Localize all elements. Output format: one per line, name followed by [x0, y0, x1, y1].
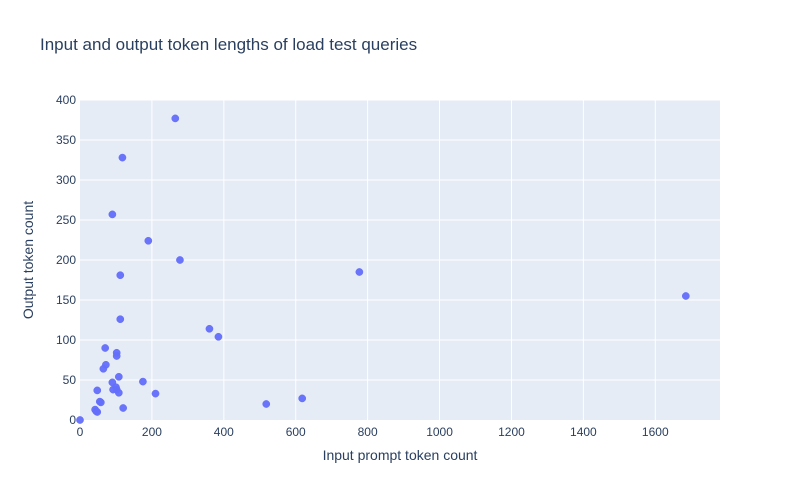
- data-point: [108, 210, 117, 219]
- x-tick-label: 1600: [642, 425, 669, 439]
- data-point: [139, 377, 147, 386]
- data-point: [119, 404, 127, 412]
- data-point: [262, 400, 271, 408]
- data-point: [118, 153, 127, 162]
- data-markers: [76, 114, 690, 424]
- data-point: [97, 398, 105, 407]
- data-point: [214, 332, 223, 341]
- y-tick-label: 350: [56, 133, 76, 147]
- data-point: [151, 389, 160, 398]
- data-point: [114, 372, 123, 381]
- x-tick-label: 0: [77, 425, 84, 439]
- y-tick-label: 150: [56, 293, 76, 307]
- y-gridlines: [80, 99, 720, 381]
- y-tick-label: 200: [56, 253, 76, 267]
- y-tick-label: 300: [56, 173, 76, 187]
- x-tick-label: 400: [214, 425, 234, 439]
- data-point: [171, 114, 180, 123]
- x-tick-label: 600: [286, 425, 306, 439]
- data-point: [116, 271, 125, 280]
- data-point: [114, 388, 123, 397]
- y-tick-label: 250: [56, 213, 76, 227]
- data-point: [76, 416, 84, 424]
- data-point: [93, 408, 102, 416]
- x-tick-label: 1400: [570, 425, 597, 439]
- x-tick-label: 200: [142, 425, 162, 439]
- x-axis-title: Input prompt token count: [323, 447, 478, 463]
- y-tick-labels: 0 50 100 150 200 250 300 350 400: [56, 93, 76, 427]
- y-tick-label: 0: [69, 413, 76, 427]
- y-tick-label: 100: [56, 333, 76, 347]
- y-tick-label: 400: [56, 93, 76, 107]
- data-point: [112, 352, 121, 360]
- data-point: [298, 394, 307, 403]
- data-point: [116, 315, 125, 324]
- x-tick-label: 1200: [498, 425, 525, 439]
- data-point: [93, 386, 102, 395]
- chart-title: Input and output token lengths of load t…: [40, 35, 417, 54]
- data-point: [101, 344, 110, 352]
- x-tick-label: 800: [358, 425, 378, 439]
- x-tick-labels: 0 200 400 600 800 1000 1200 1400 1600: [77, 425, 669, 439]
- data-point: [99, 364, 108, 373]
- data-point: [205, 324, 214, 333]
- data-point: [355, 268, 364, 276]
- data-point: [176, 256, 184, 264]
- x-tick-label: 1000: [426, 425, 453, 439]
- y-axis-title: Output token count: [20, 201, 36, 319]
- data-point: [681, 292, 690, 300]
- y-tick-label: 50: [63, 373, 77, 387]
- data-point: [144, 236, 153, 245]
